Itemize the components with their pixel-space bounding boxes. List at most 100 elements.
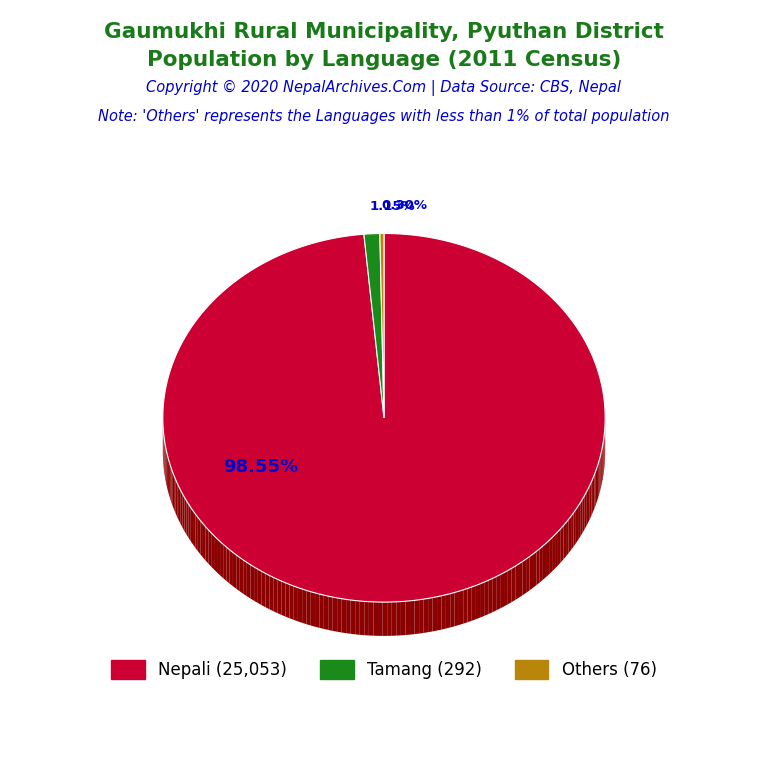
- Polygon shape: [351, 600, 356, 634]
- Polygon shape: [459, 590, 463, 625]
- Polygon shape: [392, 602, 396, 636]
- Polygon shape: [198, 518, 200, 554]
- Polygon shape: [515, 564, 519, 600]
- Polygon shape: [540, 546, 543, 583]
- Polygon shape: [254, 567, 258, 603]
- Polygon shape: [190, 508, 193, 545]
- Polygon shape: [328, 596, 333, 631]
- Polygon shape: [594, 471, 596, 508]
- Polygon shape: [446, 594, 450, 628]
- Polygon shape: [504, 571, 508, 607]
- Polygon shape: [183, 494, 184, 531]
- Polygon shape: [173, 472, 174, 510]
- Text: Copyright © 2020 NepalArchives.Com | Data Source: CBS, Nepal: Copyright © 2020 NepalArchives.Com | Dat…: [147, 80, 621, 96]
- Polygon shape: [561, 525, 564, 562]
- Polygon shape: [582, 496, 584, 533]
- Polygon shape: [266, 574, 270, 609]
- Polygon shape: [189, 504, 190, 541]
- Polygon shape: [476, 584, 480, 619]
- Polygon shape: [184, 498, 187, 535]
- Polygon shape: [591, 478, 593, 515]
- Polygon shape: [169, 462, 170, 499]
- Polygon shape: [290, 584, 293, 620]
- Polygon shape: [472, 585, 476, 621]
- Polygon shape: [227, 547, 230, 584]
- Polygon shape: [543, 543, 546, 580]
- Polygon shape: [220, 541, 223, 578]
- Polygon shape: [208, 530, 211, 567]
- Polygon shape: [346, 599, 351, 634]
- Polygon shape: [163, 233, 605, 602]
- Polygon shape: [315, 593, 319, 628]
- Polygon shape: [584, 492, 586, 530]
- Polygon shape: [364, 601, 369, 635]
- Polygon shape: [177, 483, 179, 521]
- Polygon shape: [428, 598, 432, 632]
- Polygon shape: [424, 598, 428, 633]
- Polygon shape: [193, 511, 195, 548]
- Polygon shape: [281, 581, 286, 617]
- Polygon shape: [174, 476, 176, 514]
- Polygon shape: [258, 569, 262, 605]
- Polygon shape: [206, 527, 208, 564]
- Polygon shape: [217, 538, 220, 575]
- Polygon shape: [588, 485, 590, 523]
- Polygon shape: [468, 587, 472, 622]
- Polygon shape: [581, 499, 582, 537]
- Polygon shape: [233, 552, 237, 589]
- Polygon shape: [552, 535, 555, 571]
- Polygon shape: [455, 591, 459, 626]
- Polygon shape: [286, 583, 290, 618]
- Polygon shape: [369, 601, 373, 636]
- Polygon shape: [171, 468, 173, 506]
- Polygon shape: [187, 501, 189, 538]
- Legend: Nepali (25,053), Tamang (292), Others (76): Nepali (25,053), Tamang (292), Others (7…: [104, 654, 664, 686]
- Polygon shape: [415, 600, 419, 634]
- Polygon shape: [558, 528, 561, 565]
- Polygon shape: [293, 586, 298, 621]
- Polygon shape: [484, 581, 488, 616]
- Polygon shape: [356, 601, 359, 635]
- Polygon shape: [168, 458, 169, 495]
- Polygon shape: [179, 487, 180, 525]
- Polygon shape: [526, 557, 530, 593]
- Polygon shape: [203, 524, 206, 561]
- Polygon shape: [380, 233, 384, 418]
- Polygon shape: [262, 571, 266, 607]
- Polygon shape: [364, 233, 384, 418]
- Polygon shape: [214, 536, 217, 572]
- Polygon shape: [166, 450, 167, 488]
- Polygon shape: [195, 514, 198, 551]
- Polygon shape: [450, 592, 455, 627]
- Polygon shape: [373, 602, 378, 636]
- Polygon shape: [546, 541, 549, 577]
- Polygon shape: [530, 554, 533, 591]
- Polygon shape: [574, 509, 576, 547]
- Polygon shape: [387, 602, 392, 636]
- Polygon shape: [566, 519, 568, 556]
- Polygon shape: [406, 601, 410, 635]
- Polygon shape: [298, 588, 302, 623]
- Polygon shape: [571, 513, 574, 550]
- Polygon shape: [396, 601, 401, 636]
- Polygon shape: [273, 578, 277, 613]
- Polygon shape: [167, 454, 168, 492]
- Polygon shape: [237, 555, 240, 591]
- Polygon shape: [419, 599, 424, 634]
- Polygon shape: [593, 475, 594, 512]
- Polygon shape: [180, 491, 183, 528]
- Polygon shape: [247, 562, 250, 598]
- Polygon shape: [270, 575, 273, 611]
- Polygon shape: [555, 531, 558, 568]
- Polygon shape: [492, 577, 496, 612]
- Polygon shape: [432, 597, 437, 631]
- Polygon shape: [596, 468, 597, 505]
- Polygon shape: [306, 591, 311, 625]
- Polygon shape: [536, 549, 540, 585]
- Polygon shape: [382, 602, 387, 636]
- Polygon shape: [533, 551, 536, 588]
- Polygon shape: [211, 533, 214, 570]
- Polygon shape: [463, 588, 468, 624]
- Polygon shape: [170, 465, 171, 502]
- Polygon shape: [319, 594, 324, 629]
